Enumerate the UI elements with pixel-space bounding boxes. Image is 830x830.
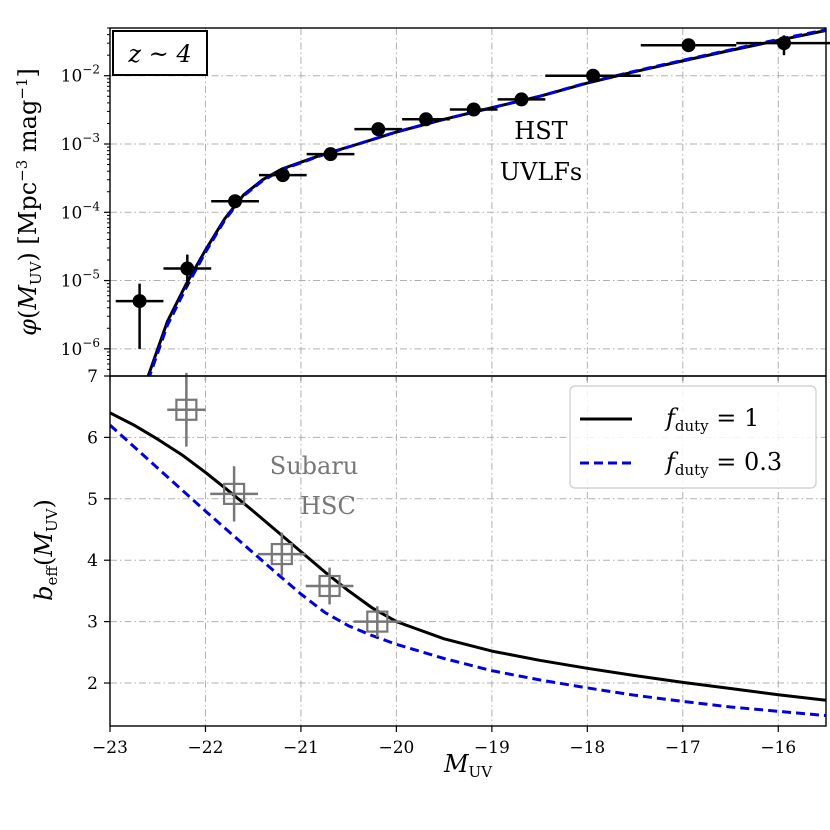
bottom-ticks: 2 3 4 5 6 7 −23 −22 −21 −20 −19 −18 −17 −16 — [87, 367, 796, 758]
bottom-series — [110, 411, 826, 718]
bottom-y-axis-label: beff(MUV) — [30, 499, 61, 601]
top-line-f-duty-1 — [146, 29, 826, 376]
hsc-point — [223, 482, 246, 505]
top-y-tick-label: 10−5 — [61, 268, 100, 292]
hsc-point — [318, 574, 341, 598]
hst-point — [418, 112, 433, 127]
bottom-line-f-duty-0-3 — [110, 423, 826, 718]
top-line-f-duty-0-3 — [148, 28, 826, 376]
bottom-panel: 2 3 4 5 6 7 −23 −22 −21 −20 −19 −18 −17 −16 Subaru HS… — [30, 367, 827, 781]
hsc-point — [175, 398, 198, 421]
top-grid — [110, 28, 826, 376]
x-tick-label: −23 — [92, 738, 128, 758]
top-y-ticks: 10−6 10−5 10−4 10−3 10−2 — [61, 27, 779, 381]
x-axis-label: MUV — [443, 750, 493, 781]
hst-point — [323, 147, 338, 162]
top-points-hst — [115, 35, 830, 349]
redshift-label: z ~ 4 — [127, 40, 191, 68]
hst-point — [275, 168, 290, 183]
hst-annotation-line2: UVLFs — [500, 158, 582, 186]
bottom-y-tick-label: 4 — [87, 551, 98, 571]
bottom-y-tick-label: 3 — [87, 613, 98, 633]
hst-point — [776, 36, 791, 51]
bottom-points-hsc — [167, 372, 402, 637]
hst-point — [228, 194, 243, 209]
redshift-label-box — [112, 30, 208, 76]
bottom-y-tick-label: 6 — [87, 428, 98, 448]
legend-box — [569, 385, 817, 489]
subaru-annotation-line1: Subaru — [270, 452, 359, 480]
bottom-y-tick-label: 2 — [87, 674, 98, 694]
hst-point — [371, 122, 386, 137]
hst-point — [514, 92, 529, 107]
hst-point — [180, 261, 195, 276]
hst-annotation-line1: HST — [514, 117, 567, 145]
top-y-tick-label: 10−2 — [61, 63, 100, 87]
top-y-axis-label: φ(MUV) [Mpc−3 mag−1] — [13, 68, 45, 336]
x-tick-label: −21 — [283, 738, 319, 758]
hsc-point — [270, 542, 293, 566]
top-panel: 10−6 10−5 10−4 10−3 10−2 z ~ 4 HST UVLFs φ(M… — [13, 27, 830, 381]
legend-label-fduty-1: fduty = 1 — [664, 404, 759, 435]
bottom-y-tick-label: 7 — [87, 367, 98, 387]
hst-point — [681, 38, 696, 53]
bottom-y-tick-label: 5 — [87, 490, 98, 510]
x-tick-label: −20 — [378, 738, 414, 758]
top-y-tick-label: 10−3 — [61, 131, 100, 155]
x-tick-label: −19 — [474, 738, 510, 758]
legend: fduty = 1 fduty = 0.3 — [569, 385, 817, 489]
x-tick-label: −22 — [188, 738, 224, 758]
bottom-axes-frame — [109, 375, 827, 727]
hst-point — [586, 68, 601, 83]
top-series — [146, 28, 826, 376]
bottom-line-f-duty-1 — [110, 411, 826, 702]
legend-label-fduty-03: fduty = 0.3 — [664, 448, 782, 479]
hst-point — [132, 294, 147, 309]
x-tick-label: −18 — [569, 738, 605, 758]
subaru-annotation-line2: HSC — [300, 492, 356, 520]
x-tick-label: −16 — [760, 738, 796, 758]
hst-point — [466, 102, 481, 117]
x-tick-label: −17 — [665, 738, 701, 758]
top-y-tick-label: 10−6 — [61, 336, 100, 360]
top-y-tick-label: 10−4 — [61, 199, 101, 223]
hsc-point — [366, 610, 389, 633]
